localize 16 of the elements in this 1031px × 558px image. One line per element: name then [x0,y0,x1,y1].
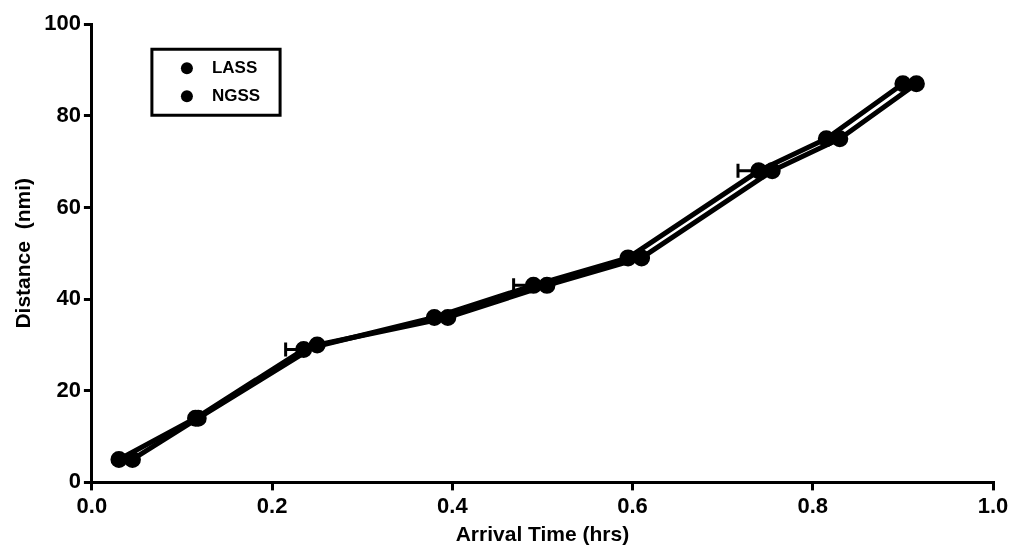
x-tick-label: 0.0 [76,492,108,518]
y-tick-label: 40 [56,285,81,311]
legend-label: NGSS [211,85,261,105]
x-axis-title: Arrival Time (hrs) [455,522,630,546]
y-tick-label: 80 [56,101,81,127]
x-tick-label: 0.2 [256,492,288,518]
y-tick-label: 0 [68,468,81,494]
x-tick-label: 0.8 [797,492,829,518]
x-tick-label: 1.0 [977,492,1009,518]
x-tick-label: 0.6 [617,492,648,518]
legend-label: LASS [211,57,258,77]
y-tick-label: 100 [44,10,81,36]
y-axis-title: Distance (nmi) [11,178,35,329]
y-tick-label: 60 [56,193,81,219]
x-tick-label: 0.4 [437,492,469,518]
y-tick-label: 20 [56,376,81,402]
